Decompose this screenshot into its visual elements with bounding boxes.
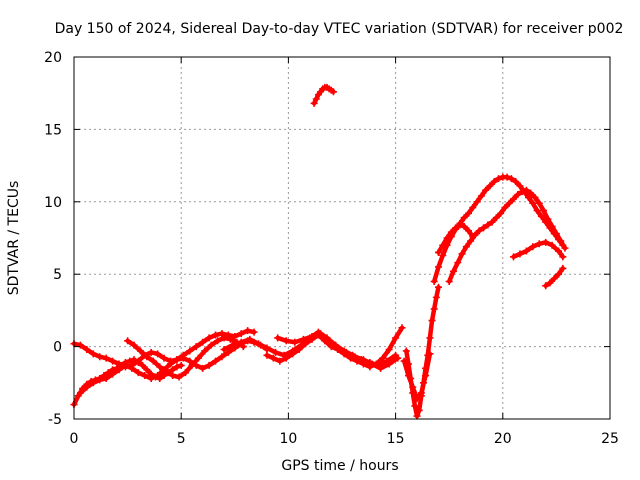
data-point	[394, 354, 402, 362]
x-tick-label: 10	[279, 431, 297, 447]
data-point	[561, 244, 569, 252]
x-tick-label: 15	[387, 431, 405, 447]
data-trail	[423, 351, 433, 378]
data-point	[329, 88, 337, 96]
data-point	[469, 233, 477, 241]
x-tick-label: 5	[177, 431, 186, 447]
data-trail	[386, 355, 400, 367]
data-point	[250, 328, 258, 336]
y-tick-label: 15	[44, 122, 62, 138]
data-point	[239, 343, 247, 351]
x-tick-label: 25	[601, 431, 619, 447]
data-point	[434, 283, 442, 291]
data-trail	[393, 325, 405, 341]
data-point	[398, 324, 406, 332]
y-axis-label: SDTVAR / TECUs	[6, 181, 22, 296]
x-axis-label: GPS time / hours	[281, 458, 398, 474]
x-tick-label: 20	[494, 431, 512, 447]
y-tick-label: 20	[44, 50, 62, 66]
x-tick-label: 0	[70, 431, 79, 447]
y-tick-label: 0	[53, 340, 62, 356]
y-tick-label: -5	[48, 412, 62, 428]
axis-ticks: 0 5 10 15 20 25 -5 0 5 10 15 20	[44, 50, 619, 447]
data-point	[559, 264, 567, 272]
y-tick-label: 5	[53, 267, 62, 283]
data-point	[177, 361, 185, 369]
data-trail	[384, 353, 398, 364]
data-point	[559, 253, 567, 261]
chart-title: Day 150 of 2024, Sidereal Day-to-day VTE…	[55, 21, 624, 37]
data-points	[70, 83, 569, 420]
y-tick-label: 10	[44, 195, 62, 211]
data-point	[426, 350, 434, 358]
plot-frame	[73, 56, 611, 420]
